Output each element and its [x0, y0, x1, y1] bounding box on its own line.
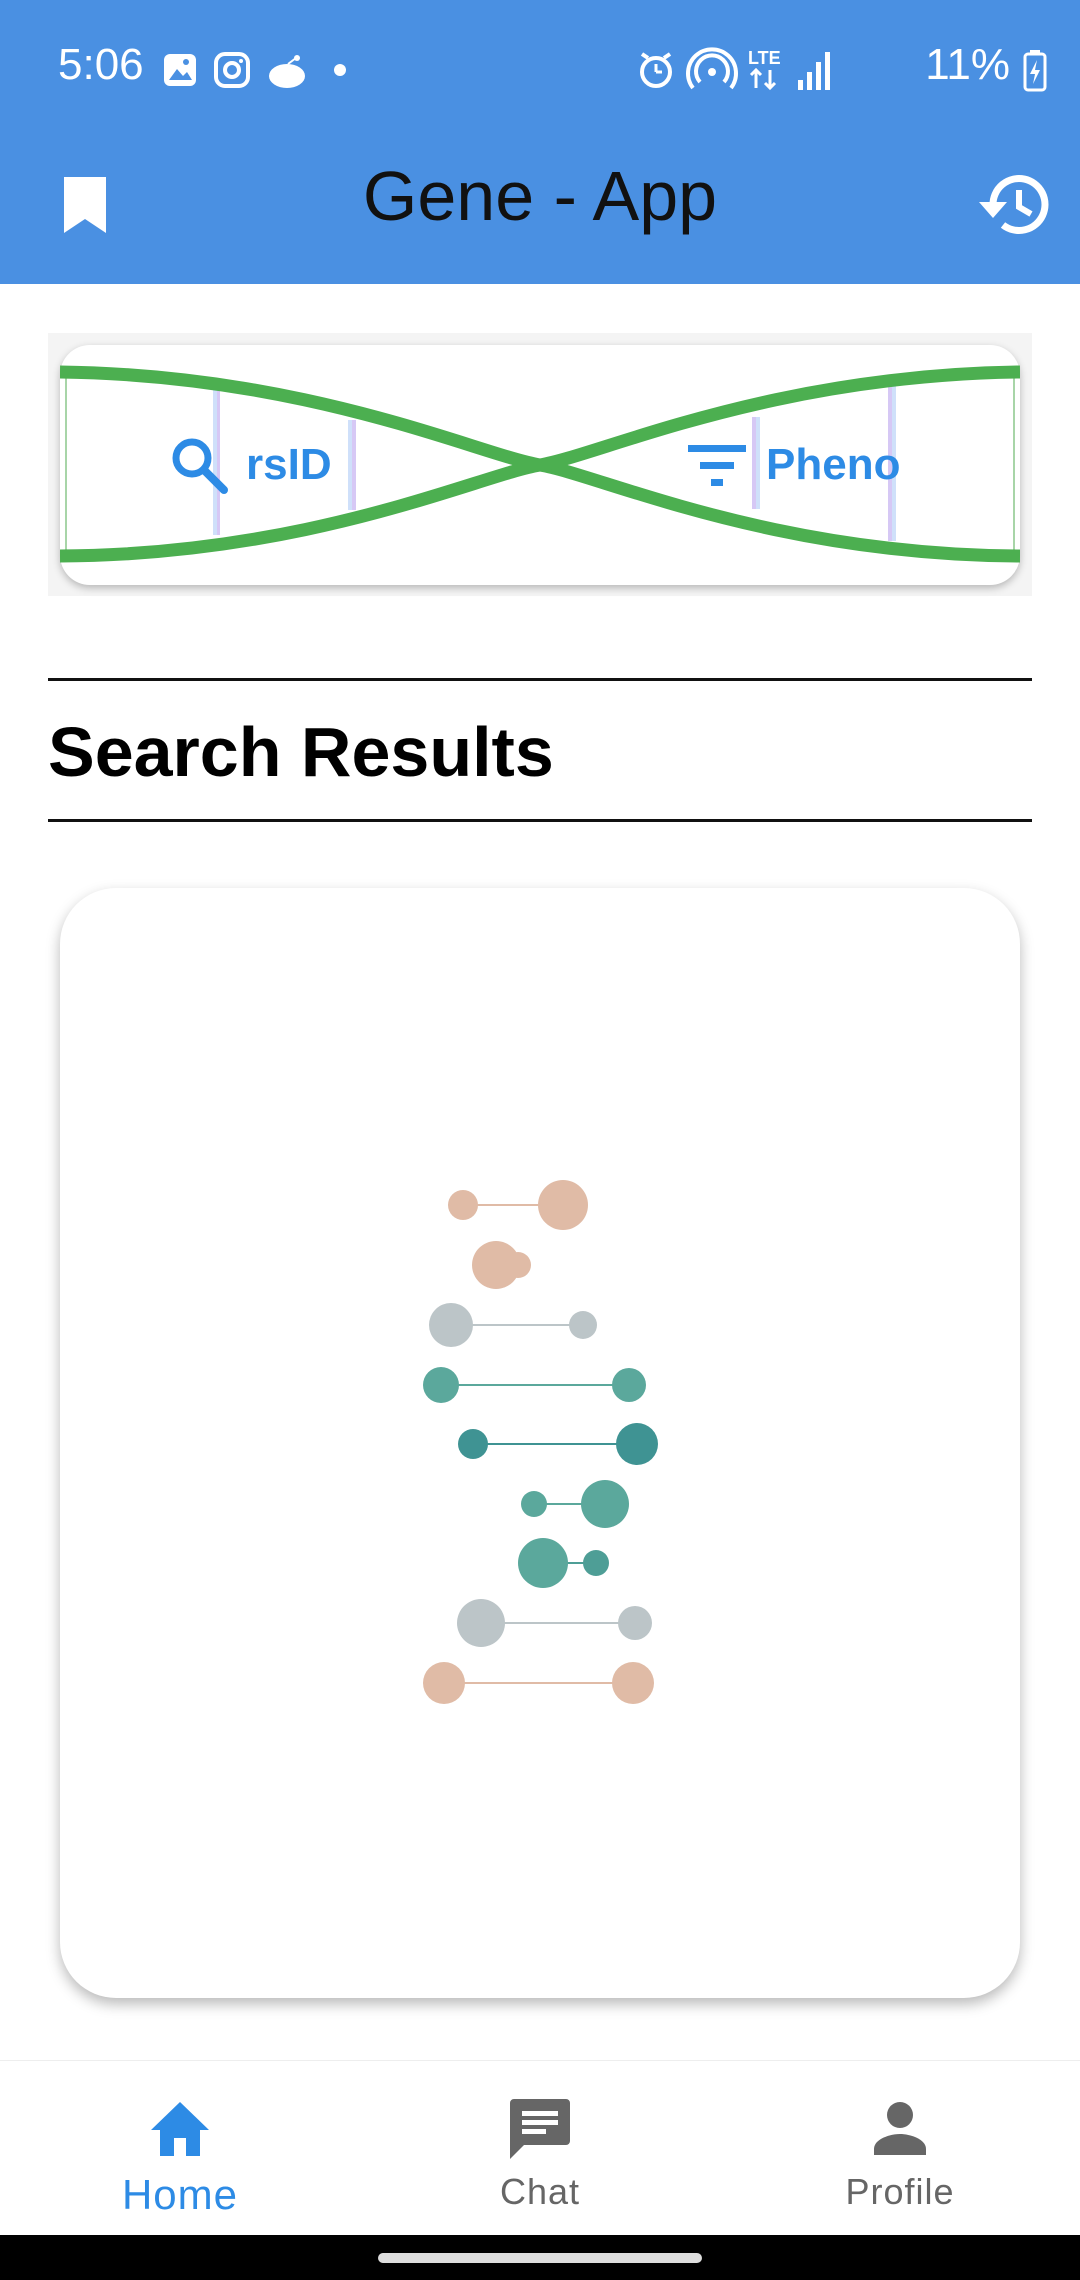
home-icon [151, 2102, 209, 2156]
section-divider-bottom [48, 819, 1032, 822]
svg-text:LTE: LTE [748, 48, 781, 68]
status-bar: 5:06 [0, 0, 1080, 140]
hotspot-icon [686, 47, 738, 90]
pheno-filter-button[interactable]: Pheno [686, 420, 900, 510]
dna-rung-7 [518, 1538, 609, 1588]
signal-icon [798, 52, 830, 90]
dna-rung-8 [457, 1599, 652, 1647]
search-banner [60, 345, 1020, 585]
history-icon [979, 175, 1049, 234]
rsid-search-button[interactable]: rsID [170, 420, 332, 510]
nav-chat-label: Chat [499, 2171, 581, 2212]
search-results-card [60, 888, 1020, 1998]
dna-rung-3 [429, 1303, 597, 1347]
dna-rung-4 [423, 1367, 646, 1403]
search-results-heading: Search Results [48, 713, 554, 791]
bookmark-icon [64, 177, 106, 233]
dna-loading-animation [423, 1180, 658, 1704]
history-button[interactable] [970, 160, 1060, 250]
filter-icon [688, 445, 746, 486]
battery-charging-icon [1023, 50, 1047, 92]
system-gesture-bar [0, 2235, 1080, 2280]
dna-rung-1 [448, 1180, 588, 1230]
nav-chat[interactable]: Chat [360, 2061, 720, 2236]
chat-icon [510, 2099, 570, 2159]
dna-rung-9 [423, 1662, 654, 1704]
app-title: Gene - App [362, 157, 718, 235]
gesture-handle[interactable] [378, 2253, 702, 2263]
status-right: LTE 11% [560, 40, 1080, 100]
status-left-icons [164, 52, 346, 88]
pheno-label: Pheno [766, 440, 901, 489]
status-time: 5:06 [58, 40, 144, 89]
section-divider-top [48, 678, 1032, 681]
dot-icon [334, 64, 346, 76]
lte-icon: LTE [748, 48, 781, 91]
instagram-icon [214, 52, 250, 88]
profile-icon [874, 2102, 926, 2155]
status-right-icons: LTE [640, 47, 830, 91]
bookmark-button[interactable] [40, 160, 130, 250]
dna-rung-6 [521, 1480, 629, 1528]
bottom-navigation: Home Chat Profile [0, 2060, 1080, 2235]
dna-rung-2 [472, 1241, 531, 1289]
nav-profile[interactable]: Profile [720, 2061, 1080, 2236]
reddit-icon [269, 55, 305, 88]
alarm-icon [640, 52, 672, 88]
dna-rung-5 [458, 1423, 658, 1465]
app-header: 5:06 [0, 0, 1080, 284]
nav-home[interactable]: Home [0, 2061, 360, 2236]
search-icon [172, 438, 228, 494]
nav-profile-label: Profile [845, 2171, 955, 2212]
battery-percent: 11% [925, 40, 1010, 89]
gallery-icon [164, 54, 196, 86]
nav-home-label: Home [121, 2171, 239, 2218]
rsid-label: rsID [246, 440, 332, 489]
dna-strand-graphic [60, 365, 1020, 563]
